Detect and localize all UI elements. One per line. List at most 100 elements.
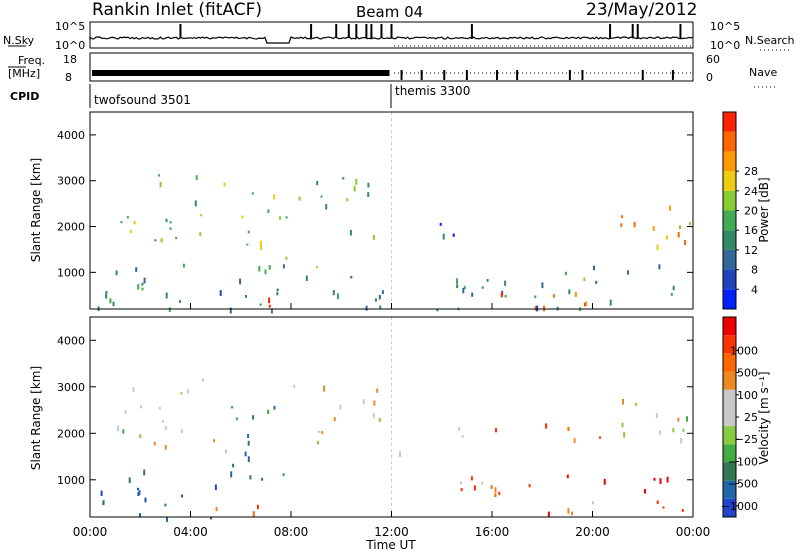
echo-cell — [154, 239, 156, 241]
echo-cell — [140, 405, 142, 408]
echo-cell — [571, 512, 573, 516]
echo-cell — [132, 387, 134, 392]
echo-cell — [113, 302, 115, 307]
echo-cell — [269, 305, 271, 308]
echo-cell — [236, 417, 238, 420]
echo-cell — [548, 512, 550, 517]
echo-cell — [216, 507, 218, 511]
echo-cell — [260, 244, 262, 250]
echo-cell — [567, 475, 569, 479]
power-colorbar: 481216202428 — [723, 112, 758, 309]
echo-cell — [355, 179, 357, 185]
echo-cell — [170, 227, 172, 230]
power-colorbar-label: Power [dB] — [757, 177, 771, 242]
echo-cell — [323, 386, 325, 392]
colorbar-tick-label: 500 — [737, 367, 758, 380]
echo-cell — [682, 509, 684, 512]
echo-cell — [231, 406, 233, 409]
nsky-trace — [90, 24, 693, 46]
echo-cell — [246, 244, 248, 246]
echo-cell — [529, 484, 531, 487]
echo-cell — [399, 451, 401, 457]
echo-cell — [180, 392, 182, 394]
echo-cell — [481, 482, 483, 485]
echo-cell — [567, 427, 569, 431]
echo-cell — [657, 501, 659, 505]
x-tick-label: 20:00 — [575, 525, 610, 539]
echo-cell — [366, 306, 368, 311]
echo-cell — [139, 434, 141, 438]
x-axis-tick-labels: 00:00 04:00 08:00 12:00 16:00 20:00 00:00 — [73, 525, 711, 539]
power-echo-cells — [98, 112, 691, 314]
echo-cell — [342, 177, 344, 179]
echo-cell — [678, 232, 680, 238]
colorbar-swatch — [723, 132, 736, 152]
echo-cell — [321, 196, 323, 198]
echo-cell — [268, 298, 270, 304]
echo-cell — [273, 194, 275, 199]
colorbar-tick-label: 1000 — [730, 344, 758, 357]
freq-label: Freq. — [18, 54, 45, 67]
echo-cell — [379, 295, 381, 300]
echo-cell — [135, 267, 137, 272]
echo-cell — [195, 200, 197, 206]
echo-cell — [669, 206, 671, 211]
echo-cell — [175, 237, 177, 239]
echo-cell — [247, 434, 249, 438]
echo-cell — [494, 493, 496, 497]
echo-cell — [252, 415, 254, 419]
echo-cell — [620, 223, 622, 227]
echo-cell — [677, 418, 679, 421]
echo-cell — [553, 294, 555, 298]
echo-cell — [583, 278, 585, 281]
nave-tick-bottom-right: 0 — [706, 71, 713, 84]
freq-band-twofsound — [92, 70, 390, 76]
echo-cell — [202, 379, 204, 382]
echo-cell — [134, 221, 136, 225]
echo-cell — [574, 438, 576, 443]
echo-cell — [158, 174, 160, 176]
echo-cell — [671, 293, 673, 296]
echo-cell — [137, 284, 139, 290]
echo-cell — [164, 504, 166, 507]
velocity-echo-cells — [101, 317, 688, 522]
echo-cell — [375, 298, 377, 301]
freq-frame — [90, 53, 693, 81]
echo-cell — [657, 245, 659, 251]
echo-cell — [491, 485, 493, 489]
y-tick-label: 3000 — [57, 175, 85, 188]
colorbar-tick-label: −500 — [728, 478, 758, 491]
echo-cell — [129, 477, 131, 483]
echo-cell — [350, 230, 352, 236]
echo-cell — [170, 221, 172, 223]
echo-cell — [471, 293, 473, 297]
echo-cell — [333, 290, 335, 295]
echo-cell — [261, 478, 263, 481]
echo-cell — [495, 487, 497, 493]
echo-cell — [376, 388, 378, 392]
echo-cell — [239, 279, 241, 285]
echo-cell — [142, 288, 144, 291]
echo-cell — [253, 511, 255, 517]
echo-cell — [575, 292, 577, 297]
echo-cell — [109, 298, 111, 303]
echo-cell — [610, 300, 612, 306]
echo-cell — [505, 295, 507, 298]
colorbar-swatch — [723, 211, 736, 231]
x-tick-label: 08:00 — [274, 525, 309, 539]
station-title: Rankin Inlet (fitACF) — [92, 0, 262, 20]
echo-cell — [283, 473, 285, 476]
echo-cell — [154, 442, 156, 446]
echo-cell — [220, 290, 222, 296]
echo-cell — [249, 475, 251, 479]
velocity-axes: 1000200030004000 — [57, 334, 693, 517]
x-tick-label: 00:00 — [73, 525, 108, 539]
echo-cell — [260, 304, 262, 306]
echo-cell — [501, 293, 503, 298]
echo-cell — [144, 278, 146, 284]
echo-cell — [105, 294, 107, 299]
nsky-tick-bottom-left: 10^0 — [55, 39, 85, 52]
echo-cell — [265, 270, 267, 275]
echo-cell — [382, 290, 384, 294]
echo-cell — [125, 410, 127, 414]
